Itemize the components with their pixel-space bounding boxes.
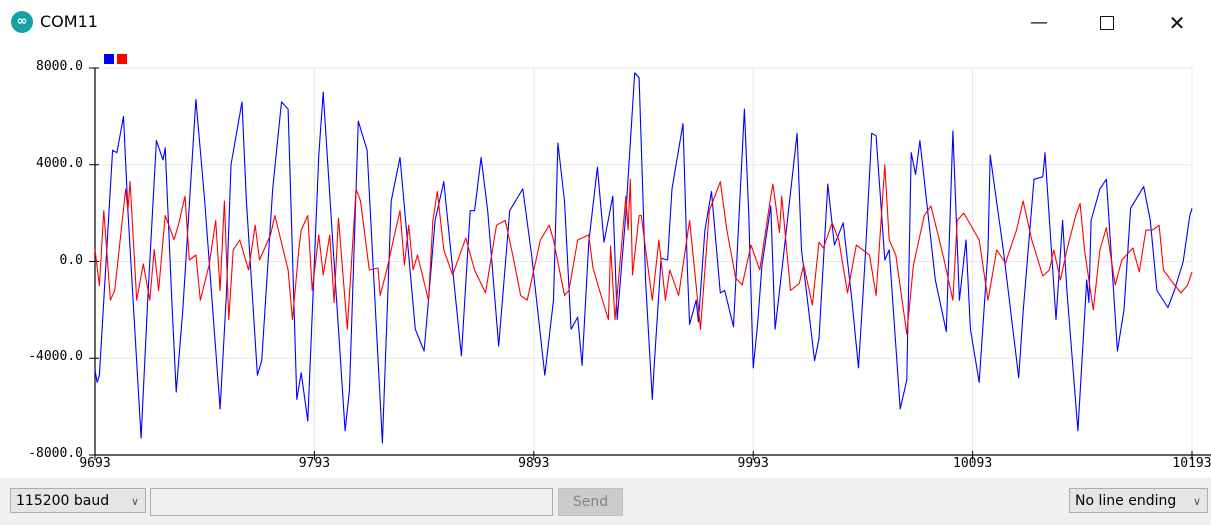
x-tick-label: 9993 bbox=[737, 456, 769, 471]
baud-rate-select[interactable]: 115200 baud ∨ bbox=[10, 488, 146, 513]
y-tick-label: -4000.0 bbox=[28, 349, 83, 365]
close-icon: ✕ bbox=[1168, 10, 1186, 35]
maximize-button[interactable] bbox=[1084, 0, 1130, 45]
series-line-2 bbox=[94, 164, 1193, 335]
send-button[interactable]: Send bbox=[558, 488, 623, 516]
series-line-1 bbox=[94, 72, 1193, 444]
x-tick-label: 9893 bbox=[518, 456, 550, 471]
minimize-icon: — bbox=[1030, 12, 1048, 33]
close-button[interactable]: ✕ bbox=[1154, 0, 1200, 45]
legend-swatch-1 bbox=[104, 54, 114, 64]
minimize-button[interactable]: — bbox=[1016, 0, 1062, 45]
bottom-toolbar: 115200 baud ∨ Send No line ending ∨ bbox=[0, 478, 1211, 525]
baud-rate-value: 115200 baud bbox=[16, 493, 110, 509]
y-tick-label: 4000.0 bbox=[36, 155, 83, 171]
arduino-icon: ∞ bbox=[11, 11, 33, 33]
x-tick-label: 9793 bbox=[298, 456, 331, 471]
title-bar: ∞ COM11 — ✕ bbox=[0, 0, 1211, 45]
x-tick-label: 9693 bbox=[79, 456, 111, 471]
serial-input[interactable] bbox=[150, 488, 553, 516]
y-tick-label: 8000.0 bbox=[36, 59, 83, 74]
maximize-icon bbox=[1100, 15, 1114, 30]
y-tick-label: 0.0 bbox=[59, 252, 83, 268]
line-ending-value: No line ending bbox=[1075, 493, 1177, 509]
chevron-down-icon: ∨ bbox=[130, 495, 139, 508]
legend-swatch-2 bbox=[117, 54, 127, 64]
y-tick-label: -8000.0 bbox=[28, 446, 83, 461]
line-ending-select[interactable]: No line ending ∨ bbox=[1069, 488, 1208, 513]
x-tick-label: 10193 bbox=[1172, 456, 1211, 471]
window-title: COM11 bbox=[40, 12, 98, 31]
x-tick-label: 10093 bbox=[953, 456, 993, 471]
chevron-down-icon: ∨ bbox=[1192, 495, 1201, 508]
plot-area bbox=[89, 54, 1211, 460]
